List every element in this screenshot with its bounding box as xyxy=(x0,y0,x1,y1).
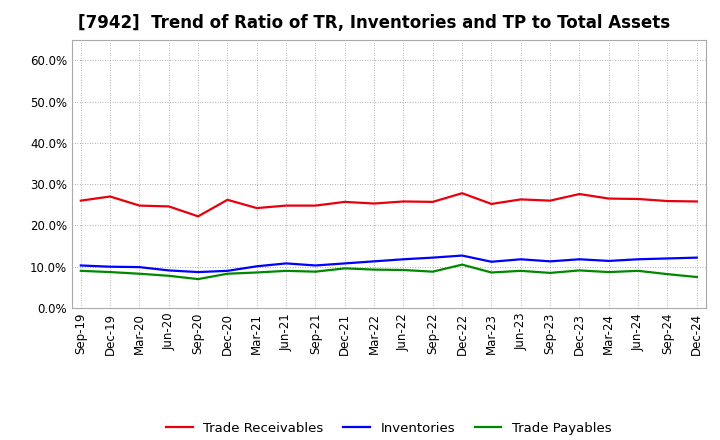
Trade Receivables xyxy=(341,199,349,205)
Inventories xyxy=(487,259,496,264)
Inventories xyxy=(253,264,261,269)
Trade Payables xyxy=(76,268,85,274)
Inventories xyxy=(399,257,408,262)
Trade Payables xyxy=(135,271,144,276)
Trade Payables xyxy=(370,267,379,272)
Trade Receivables xyxy=(663,198,672,204)
Inventories xyxy=(194,269,202,275)
Inventories xyxy=(341,261,349,266)
Trade Payables xyxy=(106,269,114,275)
Inventories xyxy=(106,264,114,269)
Trade Receivables xyxy=(634,196,642,202)
Trade Payables xyxy=(458,262,467,267)
Trade Receivables xyxy=(575,191,584,197)
Inventories xyxy=(663,256,672,261)
Line: Inventories: Inventories xyxy=(81,256,697,272)
Inventories xyxy=(223,268,232,274)
Trade Payables xyxy=(311,269,320,274)
Trade Payables xyxy=(634,268,642,274)
Inventories xyxy=(135,264,144,270)
Inventories xyxy=(458,253,467,258)
Trade Payables xyxy=(546,270,554,275)
Trade Receivables xyxy=(487,202,496,207)
Trade Payables xyxy=(223,271,232,276)
Inventories xyxy=(693,255,701,260)
Inventories xyxy=(164,268,173,273)
Trade Receivables xyxy=(428,199,437,205)
Trade Receivables xyxy=(223,197,232,202)
Line: Trade Receivables: Trade Receivables xyxy=(81,193,697,216)
Trade Receivables xyxy=(76,198,85,203)
Trade Receivables xyxy=(370,201,379,206)
Trade Receivables xyxy=(693,199,701,204)
Inventories xyxy=(311,263,320,268)
Inventories xyxy=(282,261,290,266)
Trade Payables xyxy=(341,266,349,271)
Inventories xyxy=(76,263,85,268)
Trade Payables xyxy=(693,275,701,280)
Trade Receivables xyxy=(135,203,144,208)
Trade Receivables xyxy=(546,198,554,203)
Inventories xyxy=(575,257,584,262)
Trade Receivables xyxy=(399,199,408,204)
Trade Receivables xyxy=(516,197,525,202)
Line: Trade Payables: Trade Payables xyxy=(81,264,697,279)
Trade Payables xyxy=(663,271,672,277)
Trade Receivables xyxy=(282,203,290,208)
Trade Receivables xyxy=(106,194,114,199)
Trade Payables xyxy=(487,270,496,275)
Text: [7942]  Trend of Ratio of TR, Inventories and TP to Total Assets: [7942] Trend of Ratio of TR, Inventories… xyxy=(78,15,670,33)
Trade Payables xyxy=(194,276,202,282)
Legend: Trade Receivables, Inventories, Trade Payables: Trade Receivables, Inventories, Trade Pa… xyxy=(161,417,616,440)
Trade Receivables xyxy=(458,191,467,196)
Trade Receivables xyxy=(605,196,613,201)
Trade Receivables xyxy=(253,205,261,211)
Trade Payables xyxy=(282,268,290,274)
Inventories xyxy=(516,257,525,262)
Inventories xyxy=(428,255,437,260)
Trade Receivables xyxy=(164,204,173,209)
Trade Payables xyxy=(253,270,261,275)
Trade Receivables xyxy=(194,214,202,219)
Trade Payables xyxy=(164,273,173,279)
Trade Payables xyxy=(399,268,408,273)
Inventories xyxy=(634,257,642,262)
Trade Payables xyxy=(516,268,525,274)
Inventories xyxy=(605,258,613,264)
Trade Receivables xyxy=(311,203,320,208)
Inventories xyxy=(546,259,554,264)
Trade Payables xyxy=(605,269,613,275)
Trade Payables xyxy=(428,269,437,274)
Inventories xyxy=(370,259,379,264)
Trade Payables xyxy=(575,268,584,273)
